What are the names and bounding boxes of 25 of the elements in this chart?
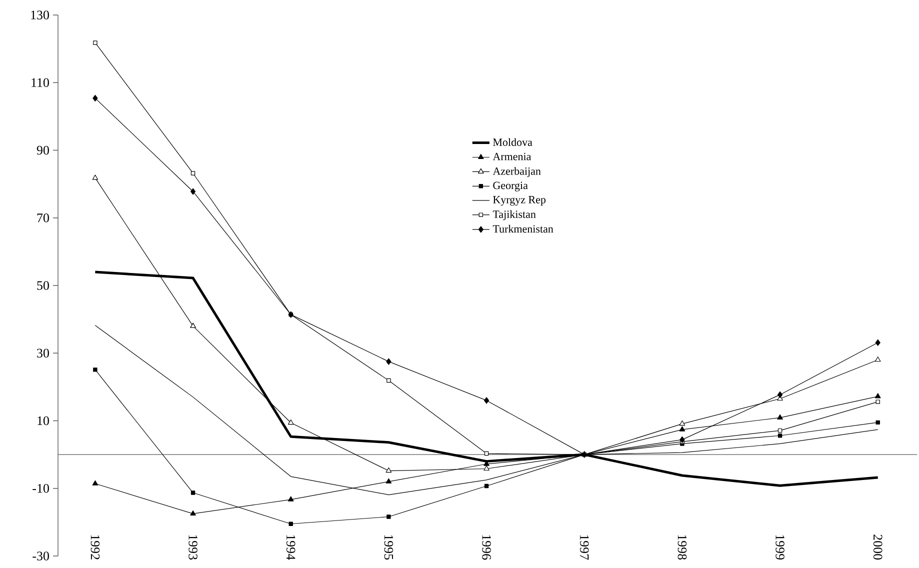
x-tick-label: 1995 bbox=[384, 535, 394, 560]
legend-label: Moldova bbox=[493, 138, 532, 146]
y-tick-label: 130 bbox=[31, 10, 49, 20]
x-tick-label: 1994 bbox=[286, 535, 296, 560]
x-tick-label: 1999 bbox=[776, 535, 784, 560]
y-tick-label: 70 bbox=[37, 213, 49, 222]
y-tick-label: -10 bbox=[32, 484, 49, 493]
legend-label: Tajikistan bbox=[492, 210, 536, 220]
y-tick-label: 110 bbox=[32, 78, 49, 88]
y-tick-label: 50 bbox=[37, 281, 49, 290]
y-tick-label: 30 bbox=[37, 348, 49, 358]
legend-label: Turkmenistan bbox=[492, 224, 554, 233]
x-tick-label: 1997 bbox=[580, 535, 589, 560]
y-tick-label: 10 bbox=[38, 416, 49, 426]
x-tick-label: 1993 bbox=[188, 535, 198, 560]
y-tick-label: -30 bbox=[32, 552, 49, 560]
x-tick-label: 2000 bbox=[873, 534, 882, 560]
legend-label: Azerbaijan bbox=[492, 167, 541, 178]
y-tick-label: 90 bbox=[36, 146, 49, 155]
legend-label: Georgia bbox=[493, 182, 528, 192]
legend-label: Kyrgyz Rep bbox=[493, 196, 546, 206]
x-tick-label: 1992 bbox=[90, 535, 100, 560]
x-tick-label: 1998 bbox=[678, 535, 687, 560]
x-tick-label: 1996 bbox=[482, 535, 491, 560]
legend-label: Armenia bbox=[492, 152, 532, 160]
